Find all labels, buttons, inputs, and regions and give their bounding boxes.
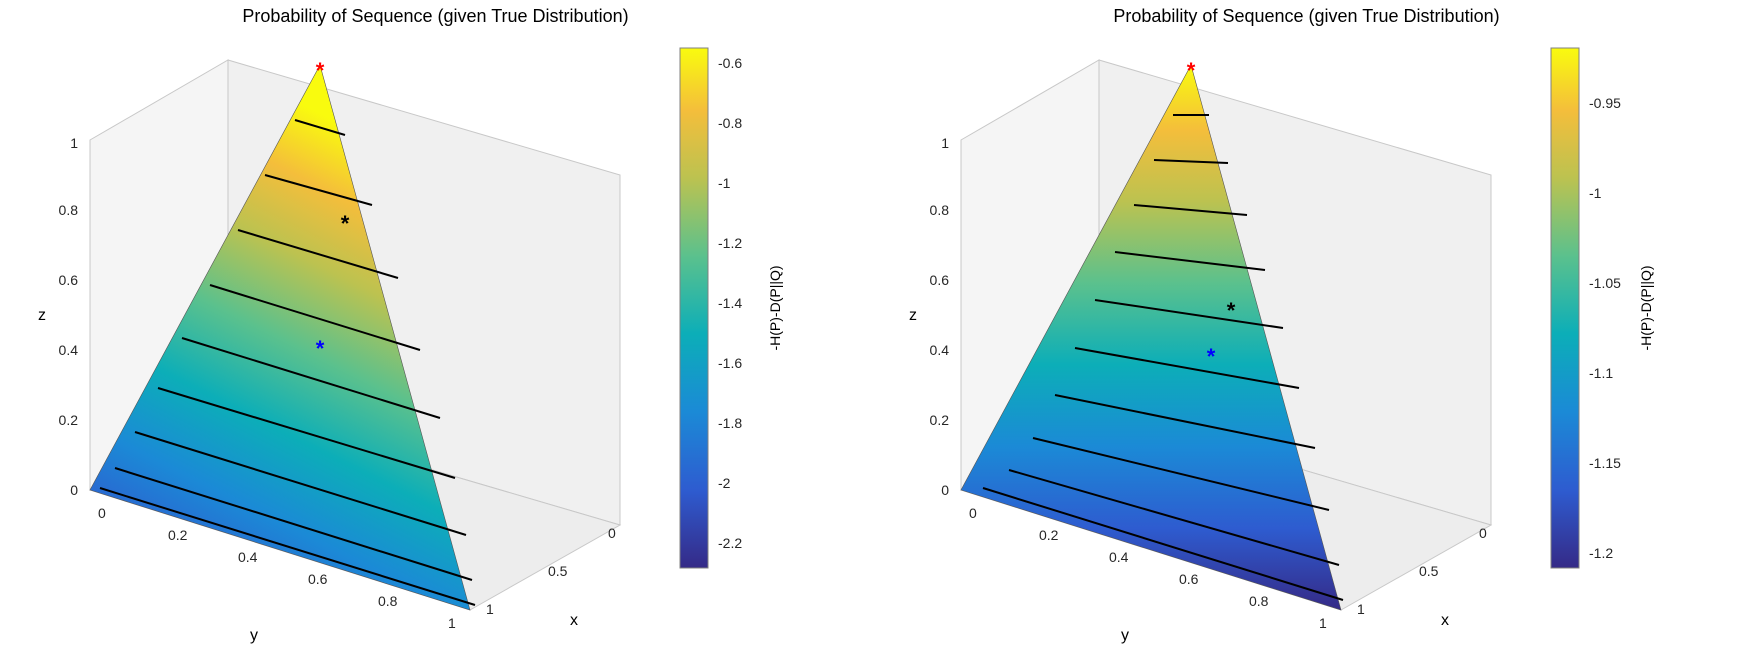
y-axis-label: y [1121, 627, 1129, 644]
chart-title-right: Probability of Sequence (given True Dist… [871, 6, 1742, 27]
svg-text:-1.4: -1.4 [718, 295, 742, 311]
svg-text:0.2: 0.2 [59, 412, 79, 428]
svg-text:0.6: 0.6 [59, 272, 79, 288]
colorbar-right: -0.95 -1 -1.05 -1.1 -1.15 -1.2 -H(P)-D(P… [1551, 48, 1654, 568]
axes-3d-left: * * * 0 0.2 0.4 0.6 0.8 1 0 0.2 0.4 0.6 … [0, 0, 871, 657]
svg-text:0.2: 0.2 [930, 412, 950, 428]
svg-text:-1.2: -1.2 [718, 235, 742, 251]
svg-text:0.5: 0.5 [548, 563, 568, 579]
svg-text:-1.15: -1.15 [1589, 455, 1621, 471]
svg-text:0: 0 [941, 482, 949, 498]
svg-text:0.4: 0.4 [930, 342, 950, 358]
marker-blue-star: * [1207, 344, 1216, 369]
svg-text:0.6: 0.6 [1179, 571, 1199, 587]
svg-text:1: 1 [448, 615, 456, 631]
colorbar-label-left: -H(P)-D(P||Q) [767, 265, 783, 350]
svg-text:1: 1 [486, 601, 494, 617]
svg-text:-1.2: -1.2 [1589, 545, 1613, 561]
svg-text:0.4: 0.4 [59, 342, 79, 358]
colorbar-label-right: -H(P)-D(P||Q) [1638, 265, 1654, 350]
axes-3d-right: * * * 0 0.2 0.4 0.6 0.8 1 0 0.2 0.4 0.6 … [871, 0, 1742, 657]
svg-text:0: 0 [969, 505, 977, 521]
svg-text:-0.6: -0.6 [718, 55, 742, 71]
svg-text:-2: -2 [718, 475, 731, 491]
svg-text:0.4: 0.4 [1109, 549, 1129, 565]
y-axis-label: y [250, 627, 258, 644]
svg-text:1: 1 [70, 135, 78, 151]
svg-text:0.8: 0.8 [378, 593, 398, 609]
svg-text:1: 1 [1319, 615, 1327, 631]
figure: Probability of Sequence (given True Dist… [0, 0, 1742, 657]
marker-red-star: * [316, 58, 325, 83]
svg-text:-1.8: -1.8 [718, 415, 742, 431]
svg-text:0.6: 0.6 [308, 571, 328, 587]
svg-text:1: 1 [1357, 601, 1365, 617]
svg-text:-1.05: -1.05 [1589, 275, 1621, 291]
svg-text:-2.2: -2.2 [718, 535, 742, 551]
svg-text:0.2: 0.2 [168, 527, 188, 543]
svg-text:0.8: 0.8 [930, 202, 950, 218]
marker-black-star: * [341, 211, 350, 236]
x-axis-label: x [570, 612, 578, 629]
svg-text:-1.1: -1.1 [1589, 365, 1613, 381]
svg-text:-1: -1 [718, 175, 731, 191]
marker-black-star: * [1227, 298, 1236, 323]
svg-text:0: 0 [608, 525, 616, 541]
svg-text:0.4: 0.4 [238, 549, 258, 565]
svg-text:0: 0 [98, 505, 106, 521]
x-axis-label: x [1441, 612, 1449, 629]
marker-red-star: * [1187, 58, 1196, 83]
svg-text:0.8: 0.8 [1249, 593, 1269, 609]
svg-text:0.8: 0.8 [59, 202, 79, 218]
colorbar-left: -0.6 -0.8 -1 -1.2 -1.4 -1.6 -1.8 -2 -2.2… [680, 48, 783, 568]
z-axis-label: z [38, 307, 46, 324]
marker-blue-star: * [316, 336, 325, 361]
svg-text:0.6: 0.6 [930, 272, 950, 288]
svg-text:-0.8: -0.8 [718, 115, 742, 131]
svg-text:-1: -1 [1589, 185, 1602, 201]
chart-title-left: Probability of Sequence (given True Dist… [0, 6, 871, 27]
svg-text:-1.6: -1.6 [718, 355, 742, 371]
svg-text:0: 0 [70, 482, 78, 498]
svg-text:-0.95: -0.95 [1589, 95, 1621, 111]
panel-right: Probability of Sequence (given True Dist… [871, 0, 1742, 657]
svg-text:1: 1 [941, 135, 949, 151]
svg-text:0.5: 0.5 [1419, 563, 1439, 579]
svg-text:0: 0 [1479, 525, 1487, 541]
z-axis-label: z [909, 307, 917, 324]
svg-text:0.2: 0.2 [1039, 527, 1059, 543]
panel-left: Probability of Sequence (given True Dist… [0, 0, 871, 657]
